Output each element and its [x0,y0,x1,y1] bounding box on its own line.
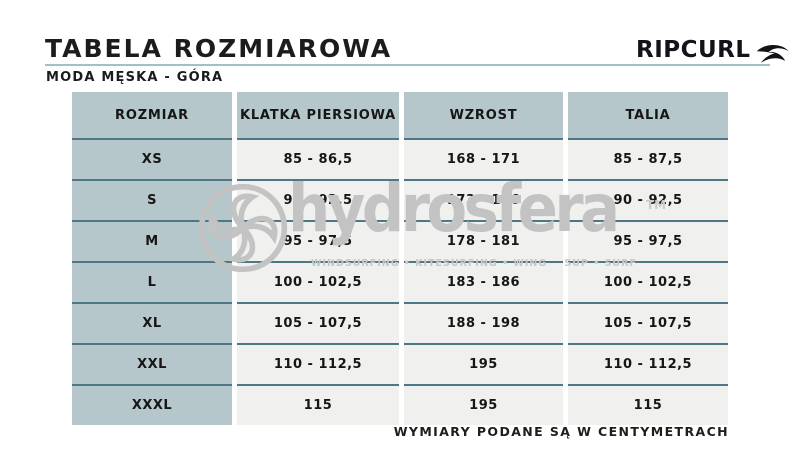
size-cell: XXL [72,343,232,384]
chest-cell: 100 - 102,5 [237,261,399,302]
chest-cell: 105 - 107,5 [237,302,399,343]
size-cell: S [72,179,232,220]
waist-cell: 100 - 102,5 [568,261,728,302]
rip-curl-wave-icon [754,42,790,70]
waist-cell: 85 - 87,5 [568,138,728,179]
rip-curl-logo-text: RIPCURL [636,37,751,63]
height-cell: 178 - 181 [404,220,563,261]
header-cell-rozmiar: ROZMIAR [72,92,232,138]
waist-cell: 115 [568,384,728,425]
size-cell: XS [72,138,232,179]
waist-cell: 110 - 112,5 [568,343,728,384]
waist-cell: 90 - 92,5 [568,179,728,220]
page-subtitle: MODA MĘSKA - GÓRA [46,70,224,85]
height-cell: 173 - 176 [404,179,563,220]
header-divider-line [45,64,770,66]
header-cell-talia: TALIA [568,92,728,138]
size-table: ROZMIAR KLATKA PIERSIOWA WZROST TALIA XS… [72,92,728,425]
size-cell: M [72,220,232,261]
header-cell-klatka-piersiowa: KLATKA PIERSIOWA [237,92,399,138]
height-cell: 195 [404,343,563,384]
chest-cell: 85 - 86,5 [237,138,399,179]
height-cell: 188 - 198 [404,302,563,343]
rip-curl-logo: RIPCURL [636,37,790,70]
waist-cell: 95 - 97,5 [568,220,728,261]
chest-cell: 95 - 97,5 [237,220,399,261]
page-title: TABELA ROZMIAROWA [45,34,393,63]
height-cell: 168 - 171 [404,138,563,179]
waist-cell: 105 - 107,5 [568,302,728,343]
header-cell-wzrost: WZROST [404,92,563,138]
size-cell: L [72,261,232,302]
chest-cell: 115 [237,384,399,425]
chest-cell: 110 - 112,5 [237,343,399,384]
units-note: WYMIARY PODANE SĄ W CENTYMETRACH [393,424,729,439]
height-cell: 183 - 186 [404,261,563,302]
height-cell: 195 [404,384,563,425]
size-cell: XXXL [72,384,232,425]
size-cell: XL [72,302,232,343]
chest-cell: 90 - 92,5 [237,179,399,220]
